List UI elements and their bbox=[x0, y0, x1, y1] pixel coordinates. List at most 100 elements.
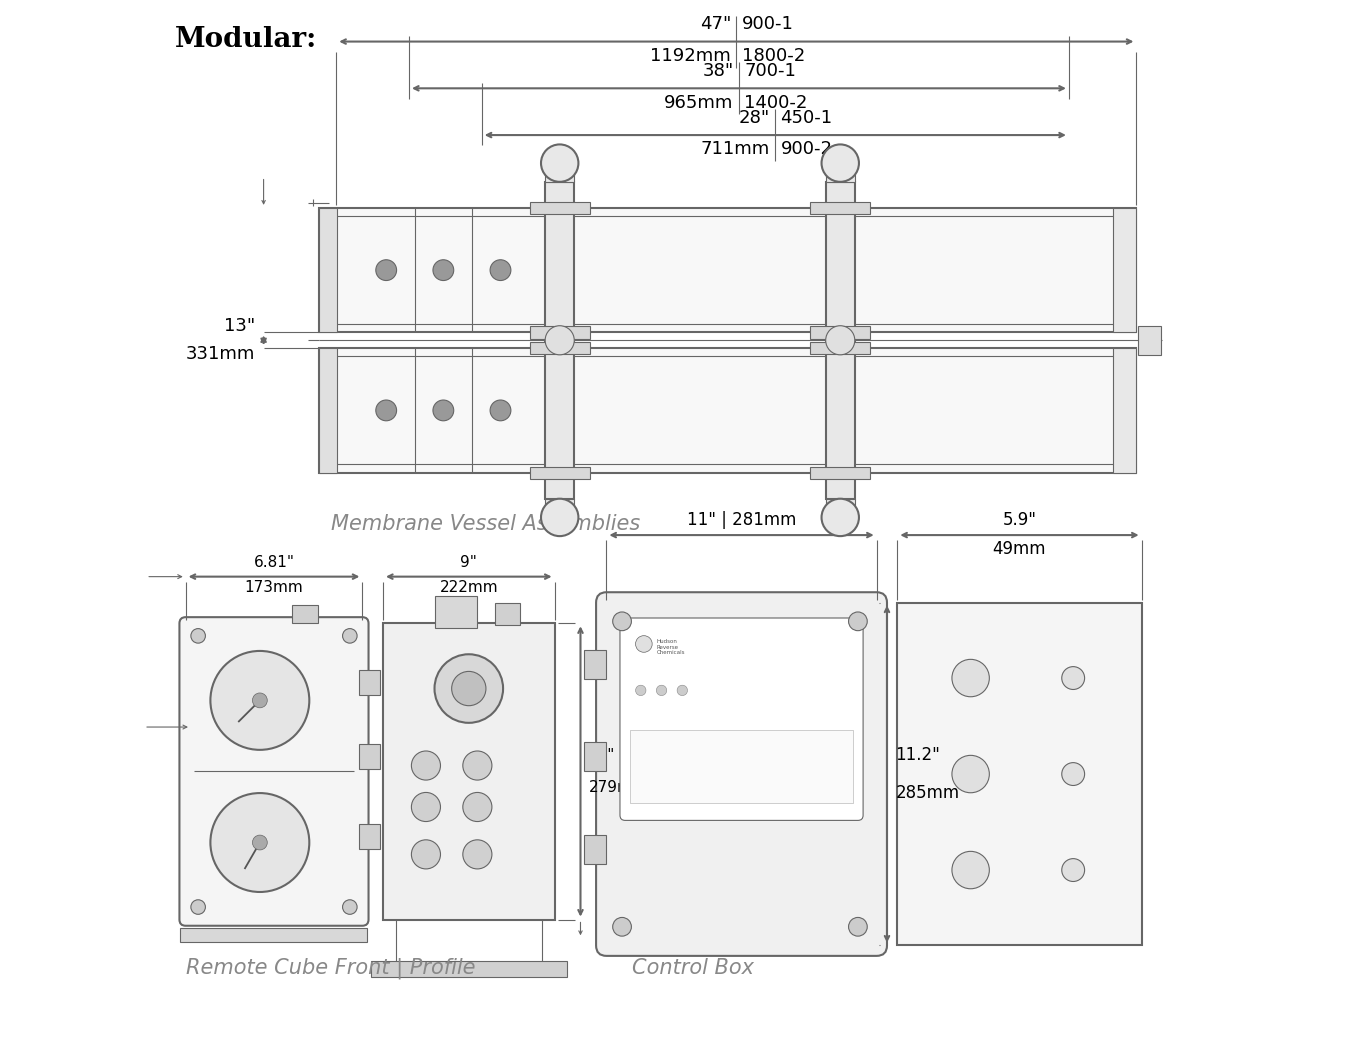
Bar bbox=[434, 596, 477, 628]
Text: 279mm: 279mm bbox=[589, 779, 647, 795]
Text: 1800-2: 1800-2 bbox=[741, 47, 805, 64]
Circle shape bbox=[342, 900, 357, 914]
Text: Hudson
Reverse
Chemicals: Hudson Reverse Chemicals bbox=[656, 639, 685, 656]
Bar bbox=[359, 670, 380, 695]
Bar bbox=[631, 729, 853, 803]
Text: 450-1: 450-1 bbox=[780, 109, 833, 127]
Text: 9": 9" bbox=[461, 556, 477, 570]
Circle shape bbox=[541, 144, 578, 182]
Bar bbox=[181, 928, 368, 942]
Circle shape bbox=[252, 693, 267, 708]
Text: Remote Cube Front | Profile: Remote Cube Front | Profile bbox=[186, 958, 474, 980]
Bar bbox=[371, 961, 568, 977]
Bar bbox=[530, 326, 590, 339]
Text: Modular:: Modular: bbox=[175, 26, 318, 53]
Bar bbox=[826, 499, 855, 517]
Circle shape bbox=[952, 660, 989, 697]
Bar bbox=[359, 744, 380, 769]
FancyBboxPatch shape bbox=[620, 618, 863, 821]
Circle shape bbox=[656, 685, 667, 695]
Circle shape bbox=[1062, 858, 1085, 881]
Text: 11" | 281mm: 11" | 281mm bbox=[687, 511, 797, 529]
Circle shape bbox=[1062, 667, 1085, 690]
Bar bbox=[318, 208, 337, 332]
Text: 6.81": 6.81" bbox=[253, 556, 294, 570]
Bar bbox=[898, 603, 1142, 945]
Text: 38": 38" bbox=[702, 62, 733, 80]
Circle shape bbox=[541, 499, 578, 536]
Bar bbox=[530, 202, 590, 214]
Text: 11.2": 11.2" bbox=[895, 746, 940, 764]
Circle shape bbox=[545, 325, 574, 354]
Bar bbox=[810, 326, 871, 339]
Circle shape bbox=[376, 400, 396, 421]
Circle shape bbox=[462, 840, 492, 869]
Text: Membrane Vessel Assemblies: Membrane Vessel Assemblies bbox=[332, 514, 640, 534]
Circle shape bbox=[848, 612, 867, 631]
Circle shape bbox=[952, 755, 989, 793]
Circle shape bbox=[342, 629, 357, 643]
Text: 47": 47" bbox=[700, 16, 731, 33]
Text: 49mm: 49mm bbox=[992, 540, 1046, 558]
Text: Control Box: Control Box bbox=[632, 958, 755, 978]
Bar bbox=[1113, 348, 1136, 473]
Circle shape bbox=[848, 917, 867, 936]
Bar bbox=[826, 182, 855, 499]
FancyBboxPatch shape bbox=[596, 592, 887, 956]
Bar bbox=[810, 202, 871, 214]
Circle shape bbox=[411, 793, 441, 822]
Text: 711mm: 711mm bbox=[701, 140, 770, 158]
Text: 11": 11" bbox=[589, 748, 615, 763]
Bar bbox=[810, 342, 871, 354]
Bar bbox=[530, 342, 590, 354]
Text: 900-2: 900-2 bbox=[780, 140, 833, 158]
Bar bbox=[318, 348, 1136, 473]
Bar bbox=[495, 603, 520, 625]
Text: 1400-2: 1400-2 bbox=[744, 94, 807, 111]
Circle shape bbox=[433, 400, 454, 421]
Text: 285mm: 285mm bbox=[895, 784, 960, 802]
Bar bbox=[291, 605, 318, 623]
Bar bbox=[359, 824, 380, 849]
Bar bbox=[584, 742, 607, 771]
Circle shape bbox=[826, 325, 855, 354]
Circle shape bbox=[462, 793, 492, 822]
Circle shape bbox=[821, 499, 859, 536]
Bar bbox=[318, 208, 1136, 332]
Circle shape bbox=[191, 900, 205, 914]
Circle shape bbox=[411, 840, 441, 869]
Circle shape bbox=[252, 835, 267, 850]
Circle shape bbox=[1062, 763, 1085, 785]
Circle shape bbox=[677, 685, 687, 695]
Bar bbox=[545, 182, 574, 499]
Bar bbox=[1139, 325, 1161, 354]
Bar bbox=[383, 623, 554, 920]
Circle shape bbox=[376, 260, 396, 281]
Circle shape bbox=[952, 851, 989, 888]
Circle shape bbox=[434, 655, 503, 723]
Circle shape bbox=[635, 636, 652, 652]
Circle shape bbox=[613, 917, 631, 936]
Text: 222mm: 222mm bbox=[439, 580, 499, 594]
Circle shape bbox=[411, 751, 441, 780]
Circle shape bbox=[613, 612, 631, 631]
Circle shape bbox=[452, 671, 485, 705]
Bar bbox=[1113, 208, 1136, 332]
Bar bbox=[826, 163, 855, 182]
Text: 28": 28" bbox=[739, 109, 770, 127]
Bar bbox=[584, 649, 607, 678]
Circle shape bbox=[210, 650, 309, 750]
Circle shape bbox=[210, 793, 309, 891]
Text: 5.9": 5.9" bbox=[1003, 511, 1037, 529]
Text: 1192mm: 1192mm bbox=[650, 47, 731, 64]
Text: 13": 13" bbox=[224, 317, 255, 335]
Circle shape bbox=[821, 144, 859, 182]
Text: 965mm: 965mm bbox=[665, 94, 733, 111]
Bar bbox=[810, 467, 871, 479]
Text: 900-1: 900-1 bbox=[741, 16, 794, 33]
Circle shape bbox=[462, 751, 492, 780]
Bar bbox=[545, 499, 574, 517]
Text: 700-1: 700-1 bbox=[744, 62, 797, 80]
Text: 331mm: 331mm bbox=[186, 345, 255, 364]
Bar bbox=[318, 348, 337, 473]
